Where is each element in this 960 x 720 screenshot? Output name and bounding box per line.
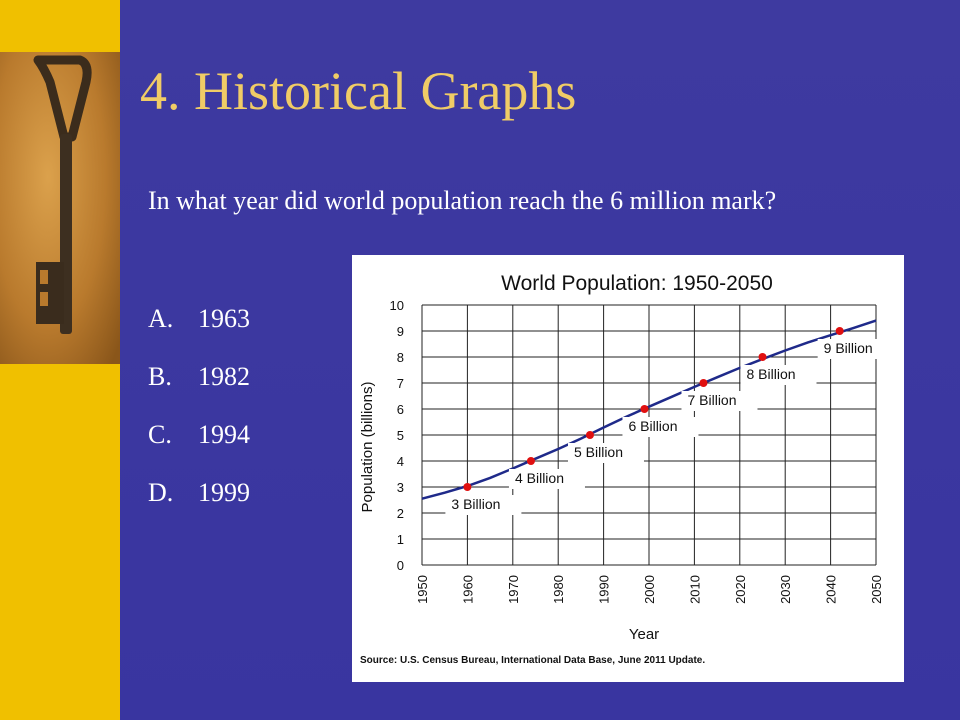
y-axis-label: Population (billions) xyxy=(359,382,376,513)
y-tick-label: 1 xyxy=(397,532,404,547)
milestone-label-bg xyxy=(622,417,699,437)
milestone-label: 7 Billion xyxy=(687,392,736,408)
y-tick-label: 10 xyxy=(390,298,404,313)
answer-choices: A. 1963 B. 1982 C. 1994 D. 1999 xyxy=(148,300,250,532)
slide-title: 4. Historical Graphs xyxy=(140,61,577,121)
choice-letter: B. xyxy=(148,362,172,391)
x-tick-label: 2000 xyxy=(642,575,657,604)
milestone-marker xyxy=(699,379,708,387)
milestone-label-bg xyxy=(681,391,758,411)
choice-letter: A. xyxy=(148,304,174,333)
x-tick-label: 1990 xyxy=(597,575,612,604)
choice-b[interactable]: B. 1982 xyxy=(148,358,250,416)
milestone-label-bg xyxy=(740,365,817,385)
milestone-label: 5 Billion xyxy=(574,444,623,460)
chart-svg: World Population: 1950-2050 Population (… xyxy=(359,272,894,666)
milestone-marker xyxy=(585,431,594,439)
choice-text: 1982 xyxy=(198,362,250,391)
choice-d[interactable]: D. 1999 xyxy=(148,474,250,532)
milestone-marker xyxy=(640,405,649,413)
population-line xyxy=(421,319,877,500)
milestone-label: 3 Billion xyxy=(451,496,500,512)
source-note: Source: U.S. Census Bureau, Internationa… xyxy=(360,655,705,666)
y-tick-label: 2 xyxy=(397,506,404,521)
x-tick-label: 1950 xyxy=(415,575,430,604)
x-tick-label: 2030 xyxy=(778,575,793,604)
x-tick-label: 2020 xyxy=(733,575,748,604)
chart-title: World Population: 1950-2050 xyxy=(501,272,773,295)
milestone-label-bg xyxy=(508,469,585,489)
milestone-label-bg xyxy=(445,495,522,515)
choice-a[interactable]: A. 1963 xyxy=(148,300,250,358)
x-tick-label: 1970 xyxy=(506,575,521,604)
milestone-label: 8 Billion xyxy=(747,366,796,382)
x-tick-labels: 1950 1960 1970 1980 1990 2000 2010 2020 2030 2040… xyxy=(415,575,884,604)
key-photo xyxy=(0,52,120,364)
choice-text: 1963 xyxy=(198,304,250,333)
y-tick-label: 0 xyxy=(397,558,404,573)
y-tick-label: 6 xyxy=(397,402,404,417)
chart-grid xyxy=(421,304,877,566)
x-tick-label: 2010 xyxy=(687,575,702,604)
milestone-label: 9 Billion xyxy=(824,340,873,356)
x-tick-label: 2050 xyxy=(869,575,884,604)
x-axis-label: Year xyxy=(629,626,659,643)
y-tick-labels: 0 1 2 3 4 5 6 7 8 9 10 xyxy=(390,298,404,573)
milestone-marker xyxy=(758,353,767,361)
x-tick-label: 1960 xyxy=(460,575,475,604)
milestone-group: 3 Billion 4 Billion 5 Billion 6 Billion 7 Bi… xyxy=(445,327,894,515)
old-key-icon xyxy=(0,52,120,364)
population-series xyxy=(421,319,877,500)
choice-text: 1999 xyxy=(198,478,250,507)
y-tick-label: 8 xyxy=(397,350,404,365)
population-chart: World Population: 1950-2050 Population (… xyxy=(352,255,904,682)
y-tick-label: 7 xyxy=(397,376,404,391)
question-text: In what year did world population reach … xyxy=(148,186,777,215)
choice-c[interactable]: C. 1994 xyxy=(148,416,250,474)
y-tick-label: 5 xyxy=(397,428,404,443)
milestone-label: 4 Billion xyxy=(515,470,564,486)
x-tick-label: 2040 xyxy=(824,575,839,604)
milestone-label: 6 Billion xyxy=(628,418,677,434)
choice-letter: D. xyxy=(148,478,174,507)
milestone-marker xyxy=(526,457,535,465)
milestone-label-bg xyxy=(817,339,894,359)
choice-letter: C. xyxy=(148,420,172,449)
choice-text: 1994 xyxy=(198,420,250,449)
y-tick-label: 4 xyxy=(397,454,404,469)
milestone-label-bg xyxy=(567,443,644,463)
milestone-marker xyxy=(463,483,472,491)
y-tick-label: 9 xyxy=(397,324,404,339)
y-tick-label: 3 xyxy=(397,480,404,495)
x-tick-label: 1980 xyxy=(551,575,566,604)
milestone-marker xyxy=(835,327,844,335)
